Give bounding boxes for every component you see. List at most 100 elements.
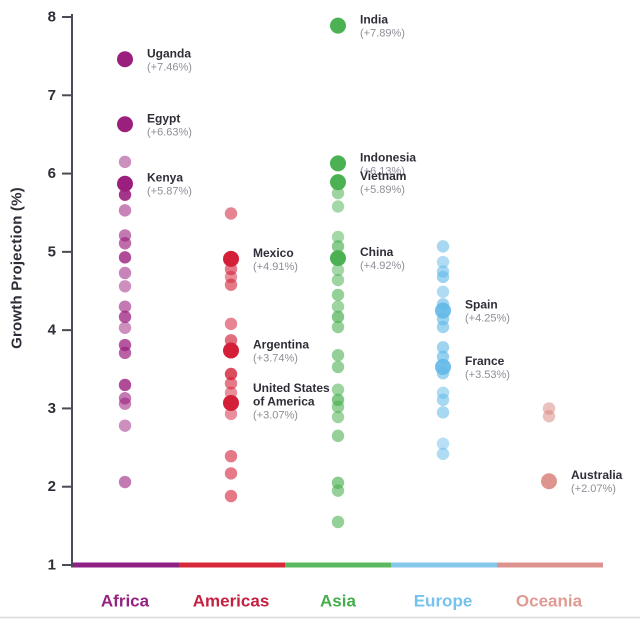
- data-point-asia: [331, 400, 345, 414]
- data-point-asia: [331, 263, 345, 277]
- data-point-americas: [224, 367, 238, 381]
- country-label: Spain: [465, 298, 498, 312]
- country-label: India: [360, 13, 388, 27]
- data-point-europe: [436, 270, 450, 284]
- data-point-americas: [224, 317, 238, 331]
- data-point-asia: [331, 383, 345, 396]
- country-pct-label: (+2.07%): [571, 483, 616, 495]
- data-point-asia: [331, 240, 345, 253]
- data-point-europe: [436, 406, 450, 419]
- data-point-europe: [436, 285, 450, 298]
- country-label: France: [465, 354, 505, 368]
- data-point-africa: [118, 475, 132, 489]
- data-point-asia: [331, 360, 345, 374]
- y-tick-label: 4: [48, 322, 57, 339]
- data-point-asia: [330, 155, 346, 172]
- data-point-americas: [223, 342, 239, 359]
- data-point-europe: [436, 341, 450, 354]
- country-label: of America: [253, 394, 315, 408]
- data-point-asia: [331, 348, 345, 362]
- data-point-africa: [118, 155, 132, 169]
- data-point-americas: [224, 377, 238, 390]
- data-point-europe: [436, 393, 450, 407]
- data-point-africa: [118, 237, 132, 250]
- data-point-asia: [331, 310, 345, 324]
- data-point-africa: [117, 51, 133, 68]
- data-point-americas: [224, 449, 238, 463]
- data-point-africa: [118, 346, 132, 360]
- baseline-segment-africa: [73, 562, 179, 568]
- y-tick-label: 1: [48, 557, 56, 574]
- data-point-oceania: [541, 473, 557, 490]
- country-label: Uganda: [147, 46, 191, 60]
- data-point-asia: [331, 186, 345, 200]
- country-label: Argentina: [253, 337, 309, 351]
- country-label: Kenya: [147, 171, 183, 185]
- data-point-asia: [331, 200, 345, 213]
- data-point-asia: [330, 250, 346, 267]
- data-point-oceania: [542, 410, 556, 423]
- data-point-europe: [436, 447, 450, 461]
- data-point-africa: [118, 188, 132, 201]
- y-tick-label: 2: [48, 478, 56, 495]
- baseline-segment-europe: [391, 562, 497, 568]
- data-point-asia: [331, 429, 345, 443]
- data-point-africa: [117, 175, 133, 192]
- data-point-europe: [436, 255, 450, 269]
- country-pct-label: (+4.91%): [253, 261, 298, 273]
- data-point-asia: [330, 174, 346, 191]
- data-point-africa: [118, 397, 132, 410]
- data-point-asia: [331, 320, 345, 334]
- category-label-americas: Americas: [193, 592, 270, 611]
- data-point-asia: [331, 410, 345, 424]
- data-point-europe: [436, 320, 450, 334]
- data-point-europe: [436, 437, 450, 450]
- y-tick-label: 3: [48, 400, 56, 417]
- data-point-asia: [331, 288, 345, 302]
- country-label: Egypt: [147, 111, 180, 125]
- country-pct-label: (+3.53%): [465, 369, 510, 381]
- data-point-africa: [117, 116, 133, 133]
- category-label-asia: Asia: [320, 592, 356, 611]
- country-pct-label: (+3.74%): [253, 352, 298, 364]
- data-point-africa: [118, 378, 132, 392]
- data-point-asia: [331, 484, 345, 497]
- country-pct-label: (+5.89%): [360, 184, 405, 196]
- country-label: Vietnam: [360, 169, 406, 183]
- data-point-europe: [436, 240, 450, 253]
- country-label: Mexico: [253, 246, 294, 260]
- data-point-americas: [224, 467, 238, 480]
- data-point-americas: [224, 207, 238, 220]
- country-label: China: [360, 245, 394, 259]
- data-point-africa: [118, 300, 132, 313]
- data-point-africa: [118, 310, 132, 324]
- y-tick-label: 5: [48, 243, 56, 260]
- category-label-africa: Africa: [101, 592, 150, 611]
- baseline-segment-americas: [179, 562, 285, 568]
- country-label: Australia: [571, 468, 623, 482]
- country-label: United States: [253, 381, 330, 395]
- category-label-oceania: Oceania: [516, 592, 583, 611]
- data-point-asia: [330, 17, 346, 34]
- country-pct-label: (+4.25%): [465, 313, 510, 325]
- country-pct-label: (+3.07%): [253, 409, 298, 421]
- data-point-africa: [118, 321, 132, 334]
- data-point-americas: [223, 394, 239, 411]
- country-pct-label: (+4.92%): [360, 260, 405, 272]
- data-point-americas: [224, 278, 238, 291]
- baseline-segment-asia: [285, 562, 391, 568]
- baseline-segment-oceania: [497, 562, 603, 568]
- country-pct-label: (+6.63%): [147, 126, 192, 138]
- data-point-americas: [223, 250, 239, 267]
- data-point-americas: [224, 407, 238, 421]
- country-pct-label: (+7.89%): [360, 28, 405, 40]
- category-label-europe: Europe: [414, 592, 473, 611]
- data-point-americas: [224, 489, 238, 503]
- data-point-asia: [331, 300, 345, 313]
- data-point-africa: [118, 280, 132, 293]
- data-point-asia: [331, 273, 345, 287]
- y-tick-label: 6: [48, 165, 56, 182]
- country-pct-label: (+5.87%): [147, 186, 192, 198]
